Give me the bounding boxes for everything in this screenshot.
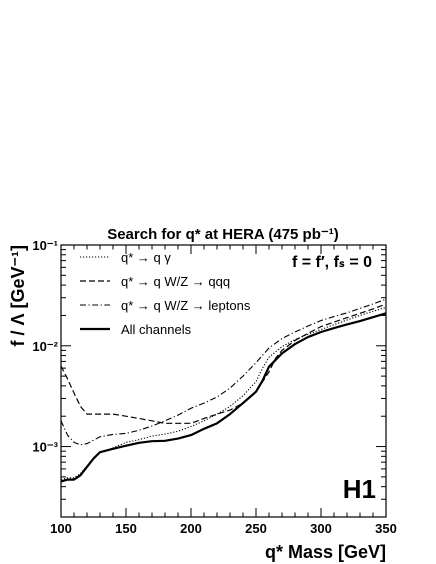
y-axis-label: f / Λ [GeV⁻¹] [8,245,28,347]
y-tick-labels: 10⁻¹ 10⁻² 10⁻³ [32,238,58,455]
legend-label-4: All channels [121,322,192,337]
chart-title: Search for q* at HERA (475 pb⁻¹) [107,226,339,243]
x-tick-label: 200 [180,521,202,536]
y-tick-label: 10⁻¹ [32,238,58,253]
series-line-2 [60,303,387,424]
legend-label-1: q* → q γ [121,250,171,265]
x-tick-label: 250 [245,521,267,536]
plot-frame [60,244,387,518]
y-axis-ticks [61,244,386,518]
x-axis-label: q* Mass [GeV] [265,542,386,562]
legend: q* → q γ q* → q W/Z → qqq q* → q W/Z → lep… [80,250,251,337]
x-tick-label: 350 [375,521,397,536]
x-tick-label: 300 [310,521,332,536]
x-tick-label: 100 [50,521,72,536]
experiment-label: H1 [343,474,376,504]
series-line-4 [60,312,387,483]
series-line-3 [60,298,387,446]
x-tick-labels: 100 150 200 250 300 350 [50,521,397,536]
x-tick-label: 150 [115,521,137,536]
parameter-annotation: f = f′, fₛ = 0 [292,254,372,271]
legend-label-2: q* → q W/Z → qqq [121,274,230,289]
x-axis-ticks [60,245,387,517]
legend-label-3: q* → q W/Z → leptons [121,298,251,313]
y-tick-label: 10⁻³ [32,440,58,455]
series-lines [60,298,387,483]
y-tick-label: 10⁻² [32,339,58,354]
